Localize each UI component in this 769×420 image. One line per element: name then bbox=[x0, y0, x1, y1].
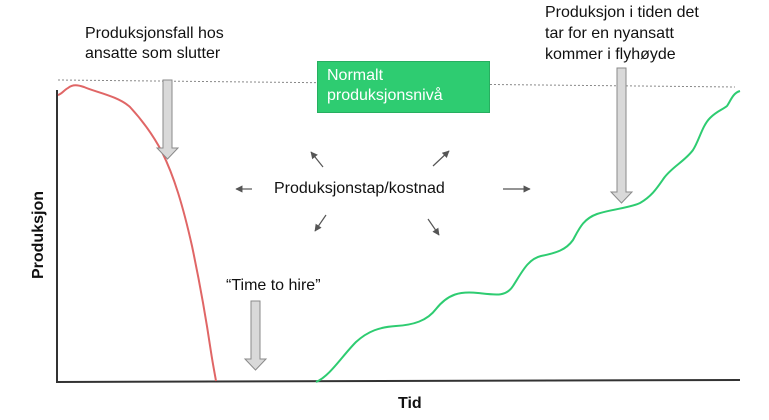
normal-level-label: Normalt produksjonsnivå bbox=[327, 67, 443, 104]
loss-label: Produksjonstap/kostnad bbox=[274, 180, 445, 197]
x-axis-title: Tid bbox=[398, 395, 422, 412]
new-hire-label: Produksjon i tiden det tar for en nyansa… bbox=[545, 4, 699, 63]
normal-level-box: Normalt produksjonsnivå bbox=[317, 61, 490, 113]
fall-label: Produksjonsfall hos ansatte som slutter bbox=[85, 25, 224, 62]
x-axis-line bbox=[55, 379, 741, 383]
y-axis-title: Produksjon bbox=[30, 191, 47, 280]
arrow-up-right-icon bbox=[432, 150, 450, 167]
departing-employee-curve bbox=[57, 84, 217, 382]
new-hire-curve bbox=[315, 90, 741, 383]
down-arrow-icon bbox=[243, 300, 268, 371]
arrow-down-left-icon bbox=[314, 214, 327, 232]
down-arrow-icon bbox=[155, 79, 180, 160]
down-arrow-icon bbox=[609, 67, 634, 204]
time-to-hire-label: “Time to hire” bbox=[226, 277, 321, 294]
arrow-up-left-icon bbox=[310, 151, 324, 168]
arrow-down-right-icon bbox=[427, 218, 440, 236]
